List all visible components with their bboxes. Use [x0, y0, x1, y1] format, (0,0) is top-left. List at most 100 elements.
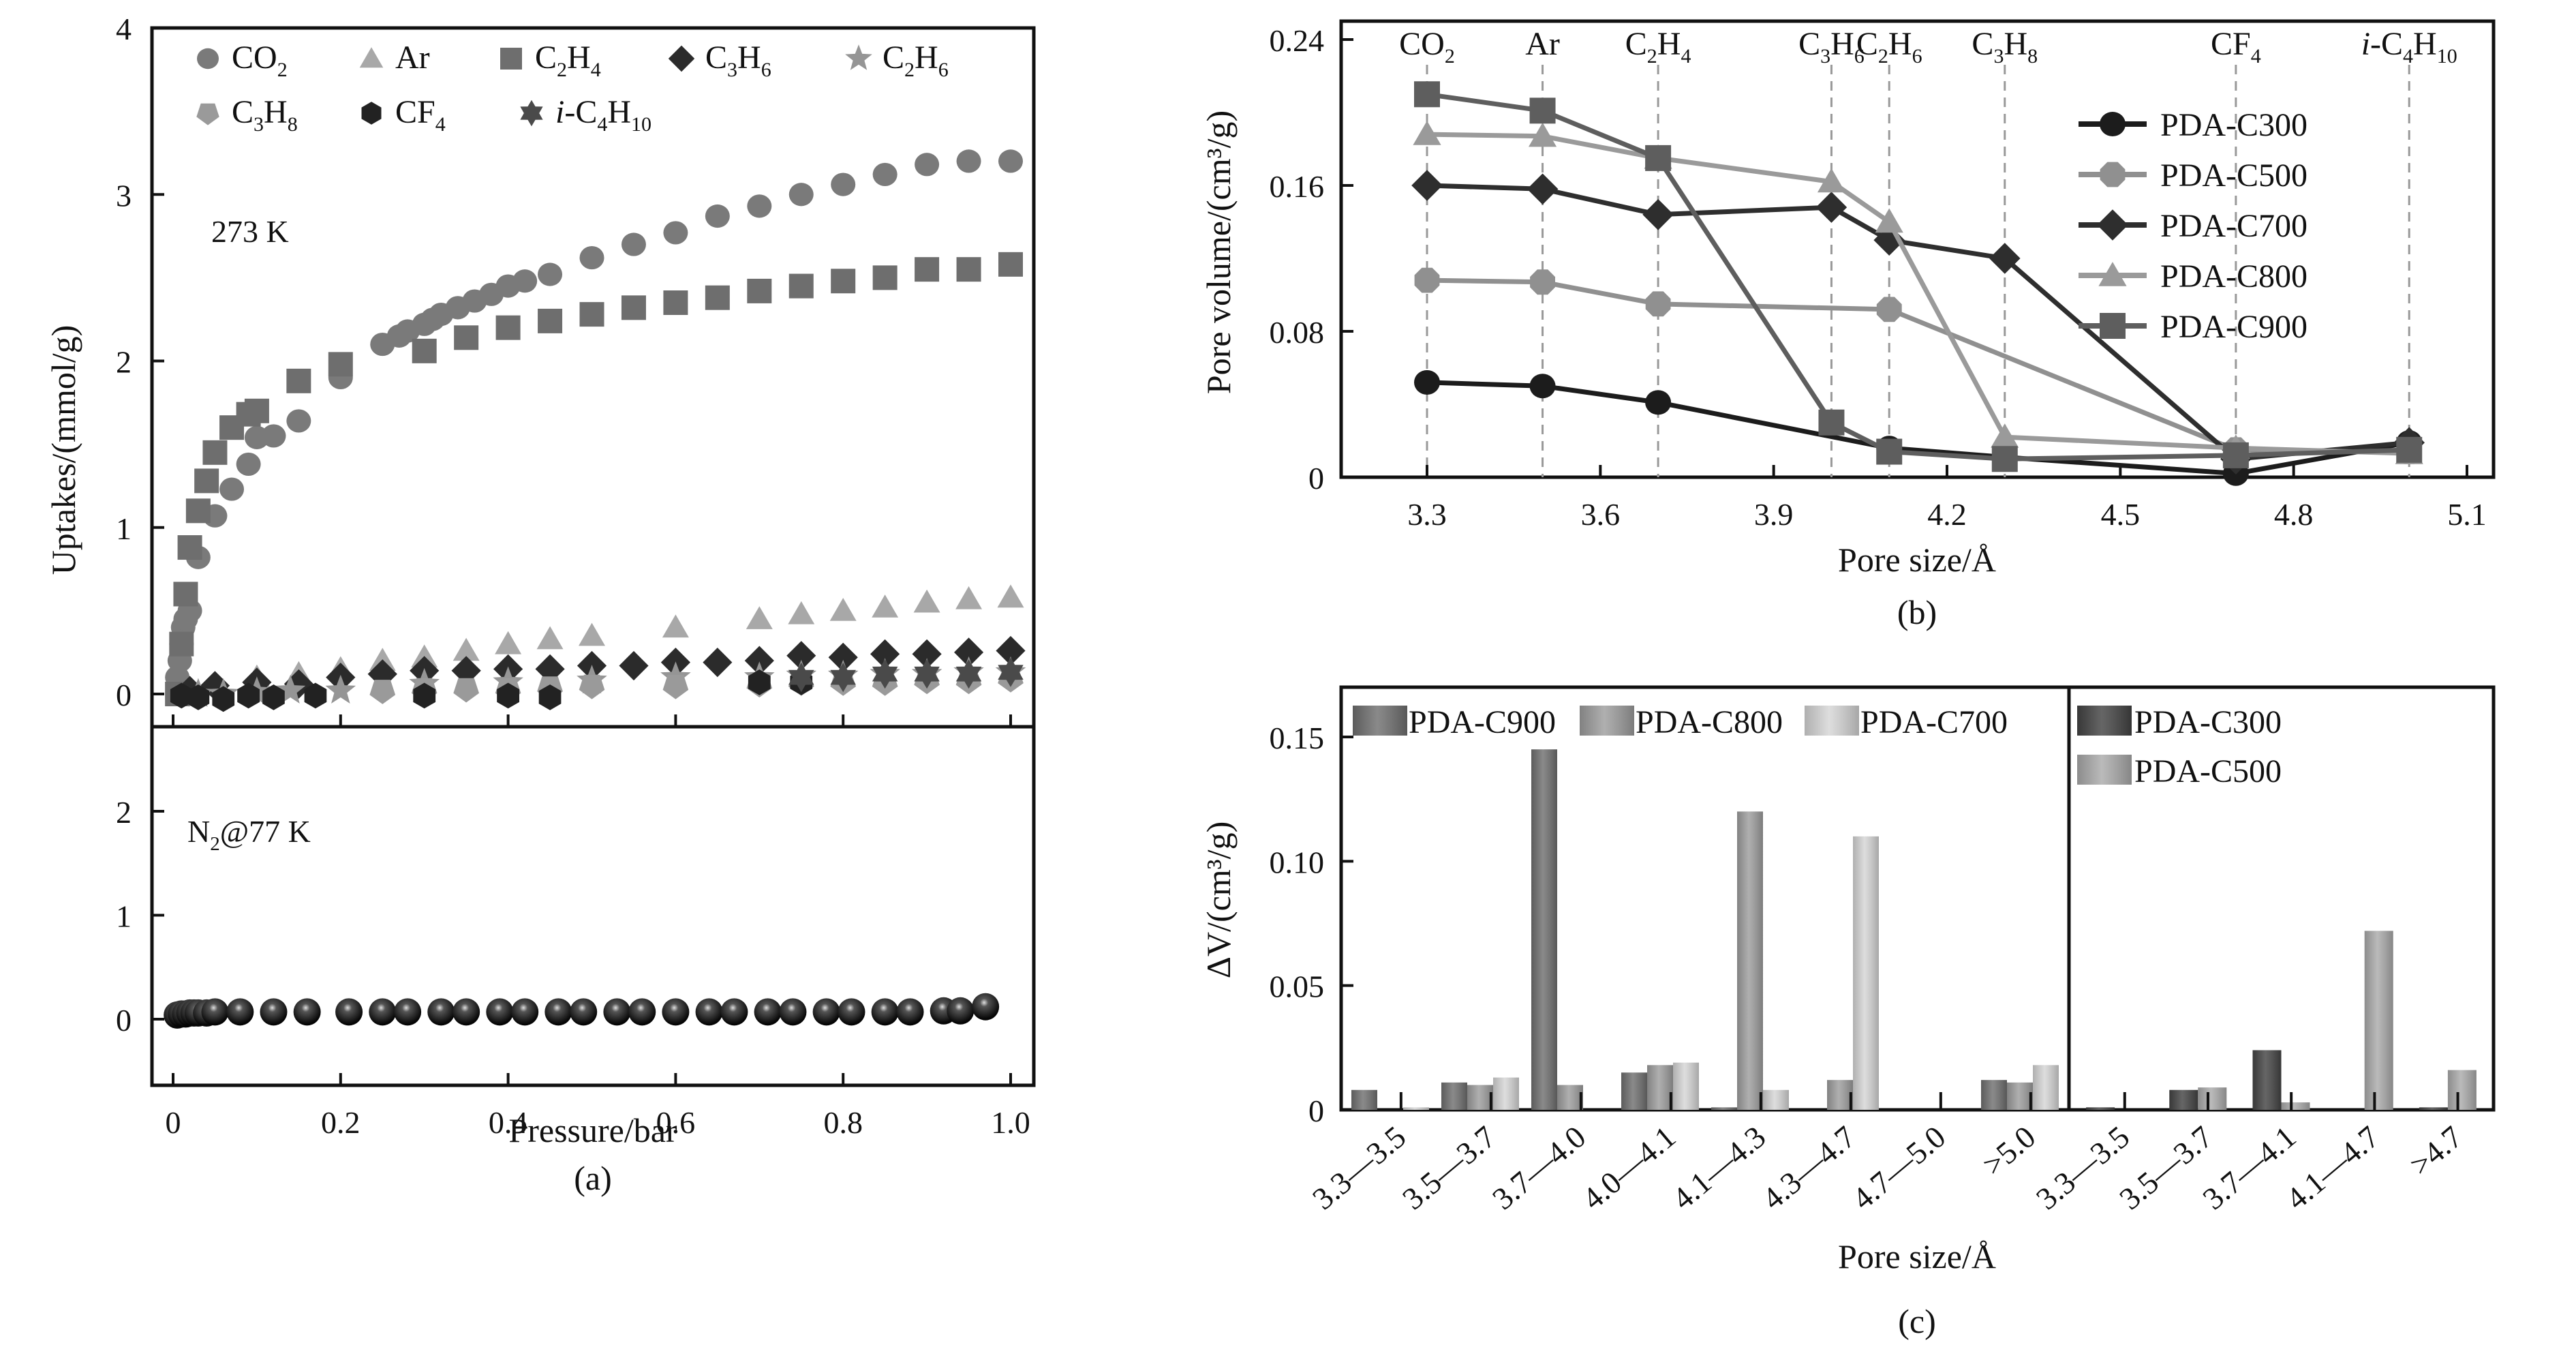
bar-shade [1853, 836, 1879, 1110]
data-point [201, 998, 229, 1026]
data-point [1414, 81, 1440, 108]
data-point [1529, 97, 1556, 124]
data-point [325, 674, 356, 704]
legend-label-PDA-C800: PDA-C800 [2160, 258, 2307, 295]
bar-shade [2198, 1087, 2227, 1110]
reference-label: C3​H8​ [1972, 26, 2038, 67]
data-point [511, 998, 539, 1026]
data-point [275, 674, 306, 704]
data-point [831, 269, 856, 294]
legend-label-PDA-C800: PDA-C800 [1636, 704, 1783, 740]
data-point [1876, 438, 1903, 465]
data-point [788, 183, 814, 207]
data-point [237, 682, 260, 709]
data-point [720, 998, 748, 1026]
legend-label-CO2: CO2​ [232, 40, 288, 81]
x-tick-label: 3.5—3.7 [2113, 1119, 2219, 1217]
data-point [451, 656, 481, 686]
legend-label-PDA-C500: PDA-C500 [2134, 753, 2282, 789]
data-point [579, 245, 604, 270]
data-point [754, 998, 782, 1026]
x-tick-label: 4.8 [2274, 497, 2314, 532]
x-tick-label: 4.0—4.1 [1576, 1119, 1682, 1217]
data-point [579, 622, 605, 646]
data-point [912, 639, 942, 669]
data-point [870, 639, 900, 669]
data-point [538, 308, 563, 333]
data-point [236, 452, 261, 477]
y-axis-title: ΔV/(cm³/g) [1199, 821, 1238, 978]
series-CF4 [170, 669, 813, 712]
data-point [1411, 170, 1443, 201]
legend-label-C3H6: C3​H6​ [705, 40, 771, 81]
data-point [619, 650, 649, 681]
data-point [779, 998, 807, 1026]
x-tick-label: 3.6 [1581, 497, 1621, 532]
data-point [1413, 121, 1441, 145]
y-axis-title: Uptakes/(mmol/g) [44, 325, 82, 575]
data-point [788, 273, 814, 299]
data-point [788, 601, 815, 624]
data-point [663, 221, 688, 245]
reference-label: i-C4​H10​ [2361, 26, 2457, 67]
data-point [1875, 208, 1903, 233]
data-point [169, 631, 194, 657]
x-tick-label: 3.5—3.7 [1396, 1119, 1502, 1217]
legend-label-PDA-C500: PDA-C500 [2160, 157, 2307, 194]
data-point [1414, 267, 1440, 293]
data-point [262, 684, 285, 710]
y-tick-label: 2 [116, 345, 132, 380]
legend-marker-PDA-C300 [2100, 111, 2126, 137]
data-point [202, 440, 228, 465]
bar-shade [1493, 1077, 1519, 1110]
series-line [1426, 91, 2410, 462]
legend-label-C3H8: C3​H8​ [232, 94, 298, 136]
data-point [177, 535, 202, 560]
reference-label: CF4​ [2211, 26, 2261, 67]
data-point [545, 998, 572, 1026]
data-point [495, 315, 521, 340]
bar-shade [2364, 931, 2393, 1110]
data-point [838, 998, 865, 1026]
legend-marker-CF4 [361, 102, 382, 125]
data-point [997, 584, 1024, 608]
y-tick-label: 0.10 [1270, 845, 1325, 879]
data-point [219, 477, 245, 501]
data-point [662, 674, 689, 699]
data-point [1817, 168, 1845, 193]
series-line [1426, 183, 2410, 462]
data-point [1876, 297, 1902, 322]
legend-marker-CO2 [197, 48, 219, 70]
series-line [1426, 277, 2410, 454]
data-point [955, 659, 982, 689]
data-point [512, 269, 538, 293]
bar-shade [1403, 1107, 1429, 1110]
data-point [621, 232, 646, 256]
bar-shade [1827, 1080, 1853, 1110]
x-tick-label: 3.3 [1407, 497, 1447, 532]
data-point [1642, 199, 1674, 230]
data-point [914, 659, 940, 689]
legend-marker-C3H6 [668, 45, 695, 72]
data-point [662, 998, 690, 1026]
bar-shade [1557, 1085, 1583, 1110]
data-point [996, 635, 1026, 666]
y-tick-label: 0 [116, 1003, 132, 1038]
data-point [453, 998, 480, 1026]
y-tick-label: 0.15 [1270, 721, 1325, 755]
data-point [788, 663, 814, 693]
bar-shade [1351, 1089, 1377, 1110]
n2-annotation: N2​@77 K [187, 814, 311, 855]
y-tick-label: 0 [116, 678, 132, 712]
panel-c: 00.050.100.153.3—3.53.5—3.73.7—4.04.0—4.… [1199, 685, 2496, 1340]
legend-swatch-shade [2077, 755, 2132, 785]
bar-shade [2033, 1065, 2059, 1110]
data-point [830, 663, 856, 693]
data-point [1991, 423, 2019, 448]
data-point [412, 338, 437, 363]
x-tick-label: 4.1—4.3 [1666, 1119, 1772, 1217]
y-tick-label: 0.24 [1270, 23, 1325, 58]
data-point [570, 998, 598, 1026]
bar-shade [1531, 749, 1557, 1110]
